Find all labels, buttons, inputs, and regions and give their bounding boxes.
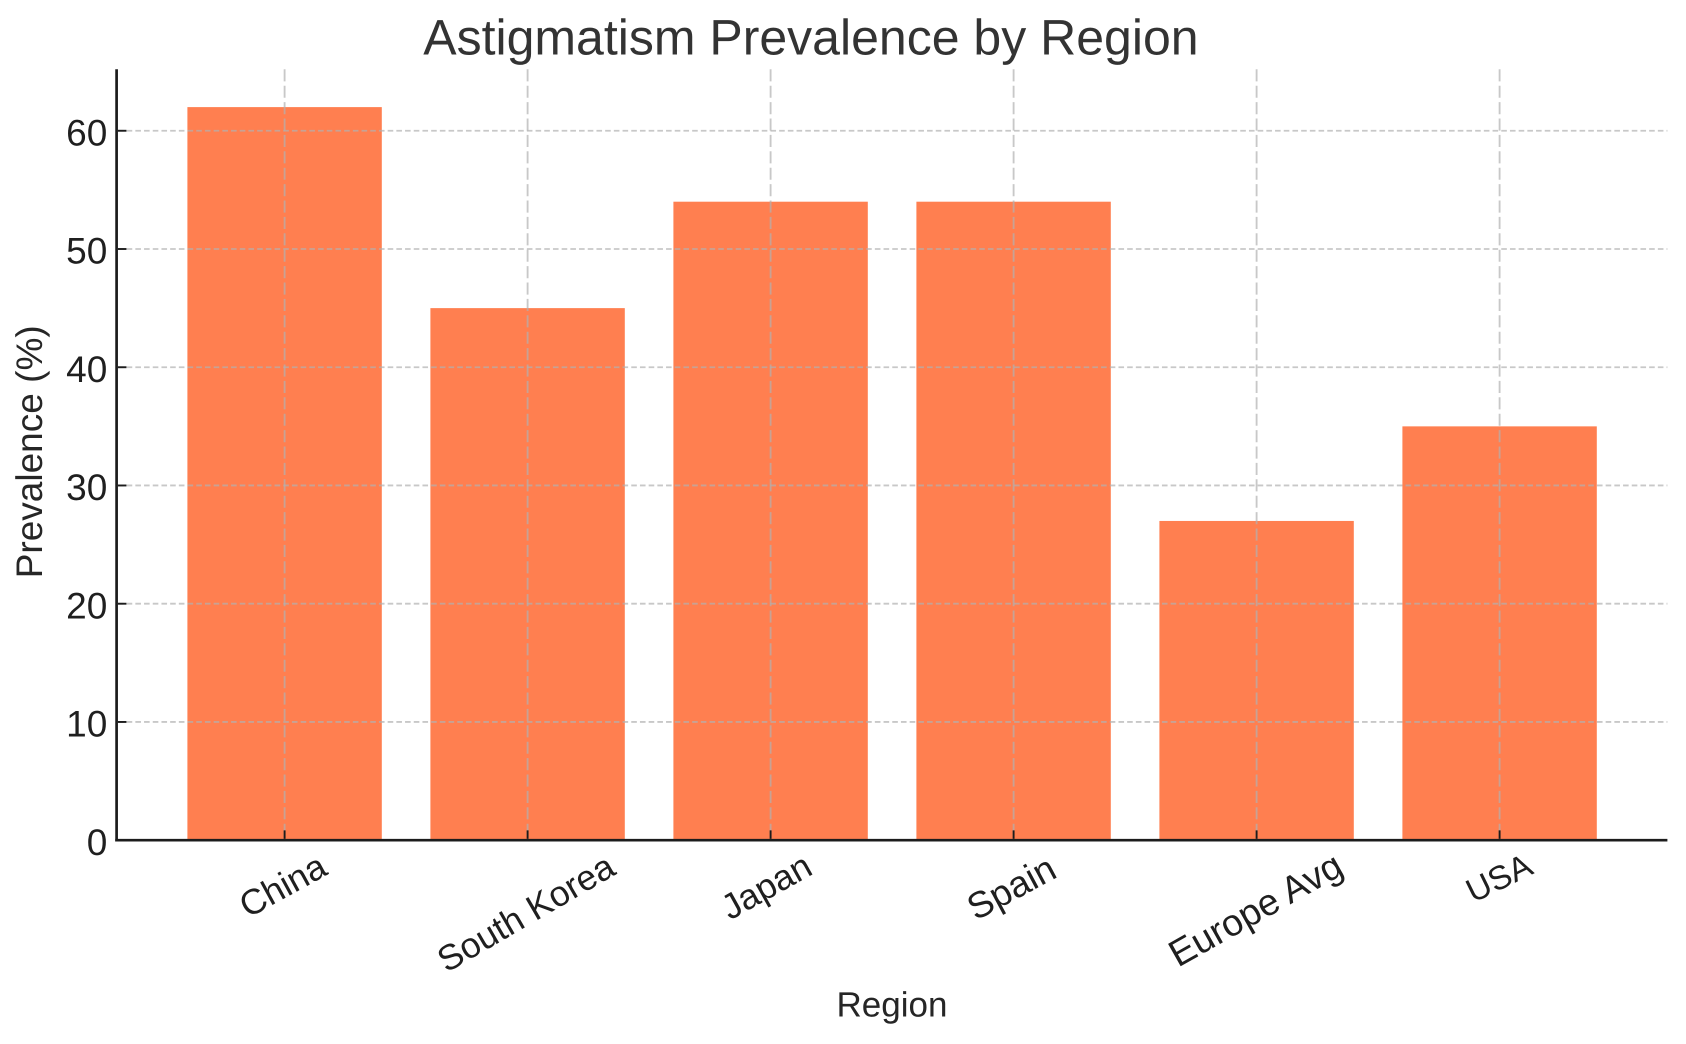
svg-text:Prevalence (%): Prevalence (%): [9, 325, 50, 578]
svg-text:60: 60: [66, 112, 107, 153]
svg-text:Region: Region: [837, 986, 948, 1025]
svg-text:40: 40: [66, 349, 107, 390]
svg-text:20: 20: [66, 585, 107, 626]
svg-text:30: 30: [66, 467, 107, 508]
svg-text:Astigmatism Prevalence by Regi: Astigmatism Prevalence by Region: [423, 9, 1198, 65]
svg-text:0: 0: [87, 822, 108, 863]
svg-text:10: 10: [66, 704, 107, 745]
svg-text:50: 50: [66, 231, 107, 272]
